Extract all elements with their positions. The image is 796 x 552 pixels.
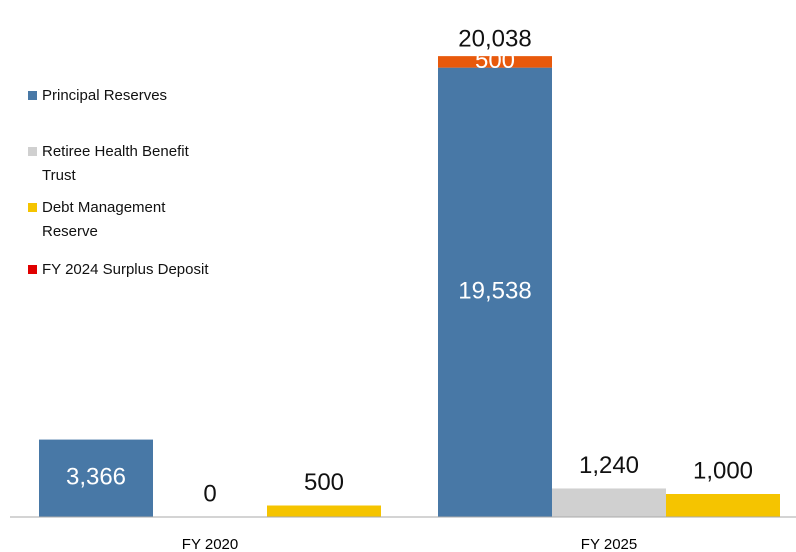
legend-item: Debt Management Reserve [28, 196, 222, 244]
legend-label: Retiree Health Benefit Trust [42, 143, 189, 184]
value-label: 3,366 [66, 464, 126, 491]
bar [438, 56, 552, 68]
bar [666, 494, 780, 517]
value-label: 500 [304, 469, 344, 496]
legend-swatch [28, 203, 37, 212]
value-label: 1,240 [579, 452, 639, 479]
bar [552, 488, 666, 517]
bar [39, 439, 153, 517]
legend-item: Principal Reserves [28, 84, 167, 108]
x-tick-label: FY 2025 [581, 536, 637, 552]
legend-item: FY 2024 Surplus Deposit [28, 258, 209, 282]
legend-swatch [28, 91, 37, 100]
legend-label: Debt Management Reserve [42, 199, 166, 240]
legend-label: FY 2024 Surplus Deposit [42, 261, 209, 278]
total-label: 20,038 [458, 25, 531, 52]
bar [267, 505, 381, 517]
legend-swatch [28, 265, 37, 274]
value-label: 1,000 [693, 457, 753, 484]
x-tick-label: FY 2020 [182, 536, 238, 552]
value-label: 500 [475, 47, 515, 74]
legend-swatch [28, 147, 37, 156]
legend-item: Retiree Health Benefit Trust [28, 140, 222, 188]
value-label: 19,538 [458, 278, 531, 305]
legend-label: Principal Reserves [42, 87, 168, 104]
bar [438, 67, 552, 517]
value-label: 0 [203, 480, 216, 507]
